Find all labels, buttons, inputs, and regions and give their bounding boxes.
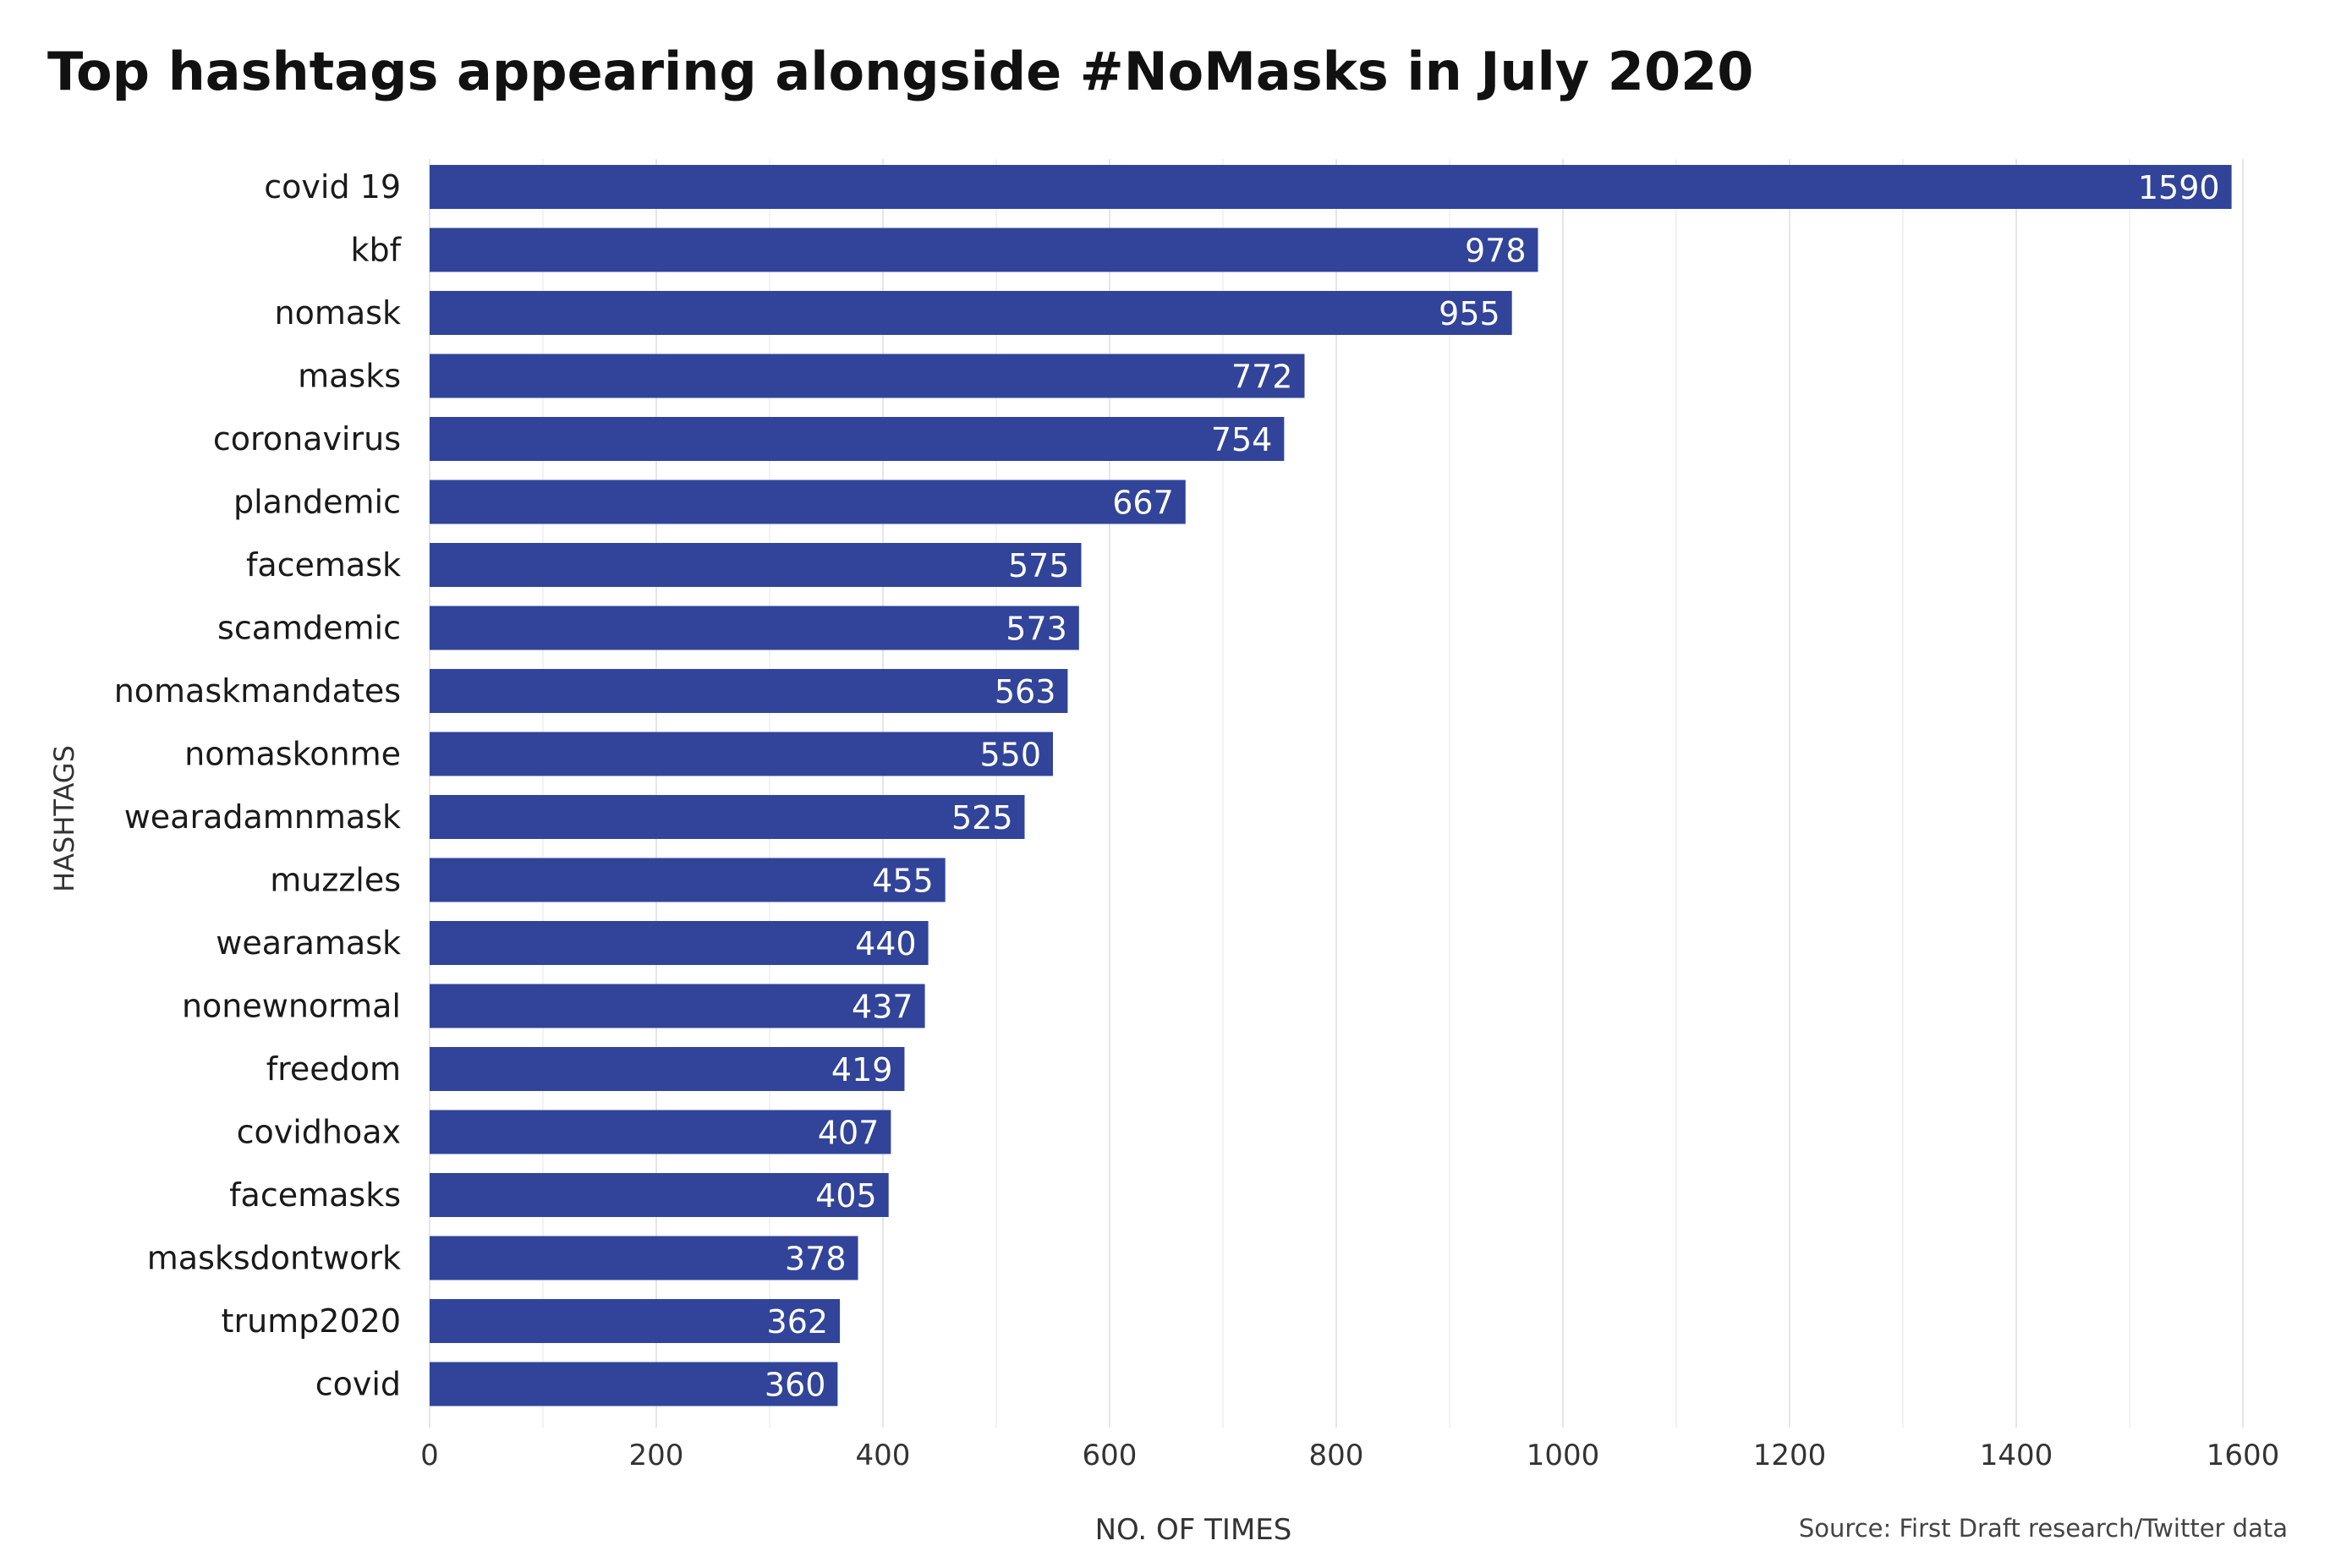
data-label: 575 <box>1008 547 1070 584</box>
bar <box>430 1236 858 1280</box>
data-label: 419 <box>831 1051 893 1088</box>
data-label: 955 <box>1439 295 1500 332</box>
data-label: 1590 <box>2138 169 2220 206</box>
x-tick-label: 1200 <box>1753 1439 1827 1472</box>
x-tick-label: 1400 <box>1980 1439 2053 1472</box>
data-label: 407 <box>818 1115 880 1152</box>
data-label: 667 <box>1112 485 1174 522</box>
bar <box>430 921 929 965</box>
x-tick-label: 400 <box>856 1439 911 1472</box>
bar <box>430 984 925 1028</box>
data-label: 362 <box>767 1303 829 1340</box>
data-label: 563 <box>995 673 1056 710</box>
bar <box>430 732 1053 776</box>
data-label: 550 <box>979 737 1041 774</box>
bar <box>430 1173 889 1217</box>
data-label: 405 <box>815 1177 877 1214</box>
category-label: wearadamnmask <box>124 798 401 836</box>
x-tick-label: 1000 <box>1527 1439 1600 1472</box>
y-axis-title: HASHTAGS <box>48 745 80 892</box>
category-label: nonewnormal <box>182 988 401 1025</box>
category-label: trump2020 <box>222 1302 401 1340</box>
x-tick-label: 200 <box>629 1439 684 1472</box>
data-label: 360 <box>765 1367 826 1404</box>
bar <box>430 606 1079 650</box>
bar <box>430 1047 905 1091</box>
category-label: covidhoax <box>237 1114 401 1151</box>
data-label: 754 <box>1211 421 1273 458</box>
bar <box>430 1299 841 1343</box>
category-label: nomask <box>275 294 401 332</box>
category-label: covid 19 <box>264 168 401 206</box>
category-label: facemask <box>246 546 401 584</box>
source-note: Source: First Draft research/Twitter dat… <box>1798 1514 2288 1543</box>
x-tick-label: 1600 <box>2207 1439 2280 1472</box>
x-axis-title: NO. OF TIMES <box>1095 1513 1292 1547</box>
category-label: scamdemic <box>217 610 401 647</box>
category-label: nomaskonme <box>184 736 401 773</box>
bar <box>430 1362 838 1406</box>
chart-title: Top hashtags appearing alongside #NoMask… <box>47 41 1754 102</box>
data-label: 455 <box>872 863 934 900</box>
category-label: muzzles <box>270 862 401 899</box>
x-tick-label: 600 <box>1083 1439 1138 1472</box>
bar <box>430 795 1025 839</box>
category-label: nomaskmandates <box>114 672 401 710</box>
bar <box>430 228 1538 272</box>
bar <box>430 669 1068 713</box>
bar <box>430 480 1186 524</box>
category-label: covid <box>315 1366 401 1403</box>
bar <box>430 858 946 902</box>
bar <box>430 417 1285 461</box>
data-label: 525 <box>951 799 1013 836</box>
bar <box>430 354 1305 398</box>
category-label: freedom <box>266 1050 401 1088</box>
bar <box>430 165 2232 209</box>
category-label: masksdontwork <box>147 1240 401 1277</box>
data-label: 573 <box>1006 611 1067 648</box>
data-label: 978 <box>1465 233 1527 270</box>
category-label: kbf <box>350 232 402 269</box>
category-label: wearamask <box>216 924 401 962</box>
x-tick-label: 800 <box>1309 1439 1364 1472</box>
category-label: plandemic <box>233 484 401 521</box>
data-label: 772 <box>1231 359 1293 396</box>
category-label: facemasks <box>229 1176 401 1214</box>
x-tick-label: 0 <box>420 1439 439 1472</box>
bar <box>430 543 1082 587</box>
category-label: masks <box>298 358 401 395</box>
bar <box>430 291 1512 335</box>
bar <box>430 1110 891 1154</box>
data-label: 440 <box>855 925 917 962</box>
data-label: 378 <box>785 1241 847 1278</box>
category-label: coronavirus <box>213 420 401 458</box>
data-label: 437 <box>852 989 913 1026</box>
